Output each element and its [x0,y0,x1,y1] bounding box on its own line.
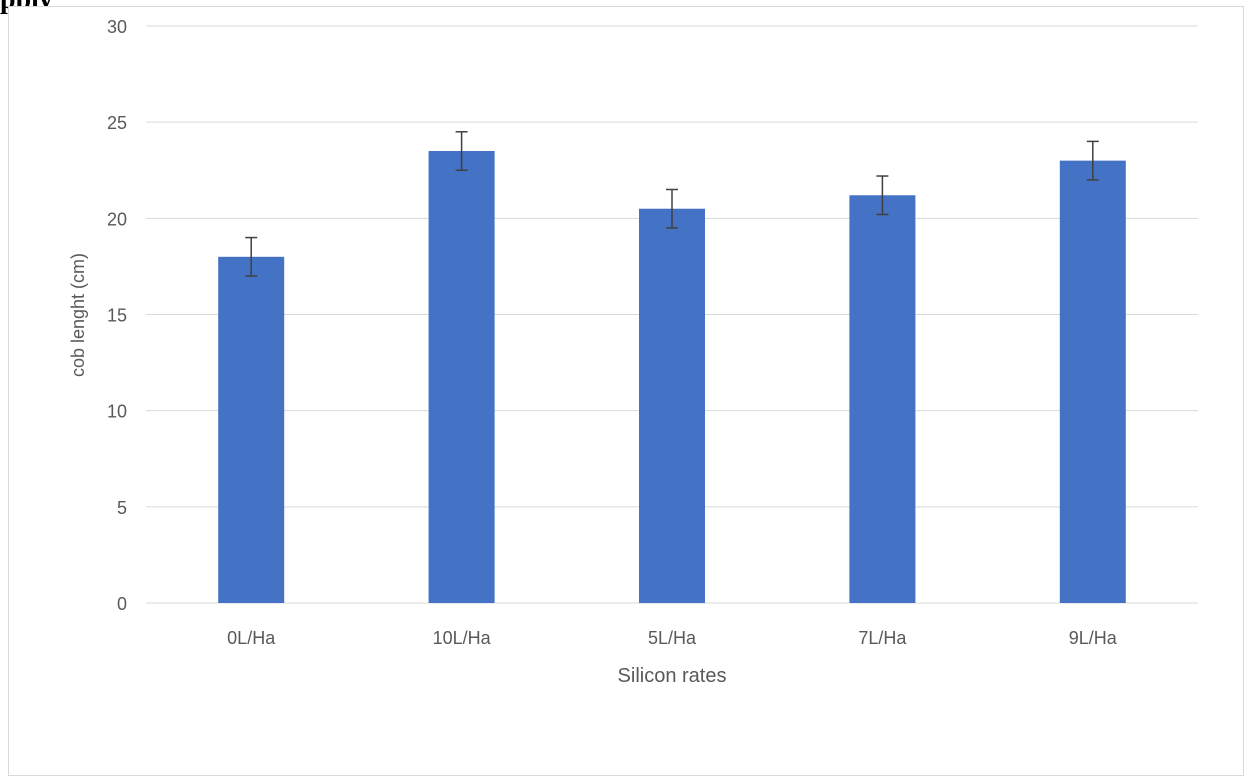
error-bar [666,188,678,229]
x-axis-label: Silicon rates [618,665,727,687]
y-tick-label: 30 [107,17,127,37]
x-tick-label: 10L/Ha [433,628,492,648]
y-tick-label: 0 [117,594,127,614]
y-tick-label: 25 [107,113,127,133]
bar [218,256,285,603]
y-tick-label: 20 [107,209,127,229]
y-tick-label: 15 [107,306,127,326]
x-tick-labels: 0L/Ha 10L/Ha 5L/Ha 7L/Ha 9L/Ha [227,628,1118,648]
error-bars [245,131,1099,277]
x-tick-label: 0L/Ha [227,628,276,648]
x-tick-label: 7L/Ha [858,628,907,648]
y-tick-label: 5 [117,498,127,518]
x-tick-label: 5L/Ha [648,628,697,648]
bars [218,151,1126,603]
y-tick-label: 10 [107,402,127,422]
error-bar [245,236,258,277]
y-axis-label: cob lenght (cm) [68,253,88,377]
x-tick-label: 9L/Ha [1069,628,1118,648]
error-bar [455,131,468,171]
bar [849,195,916,603]
y-tick-labels: 0 5 10 15 20 25 30 [107,17,127,614]
error-bar [1086,140,1099,181]
bar [1059,160,1126,603]
bar [428,151,495,603]
bar [639,208,705,603]
error-bar [876,175,889,216]
chart-frame [8,6,1244,776]
